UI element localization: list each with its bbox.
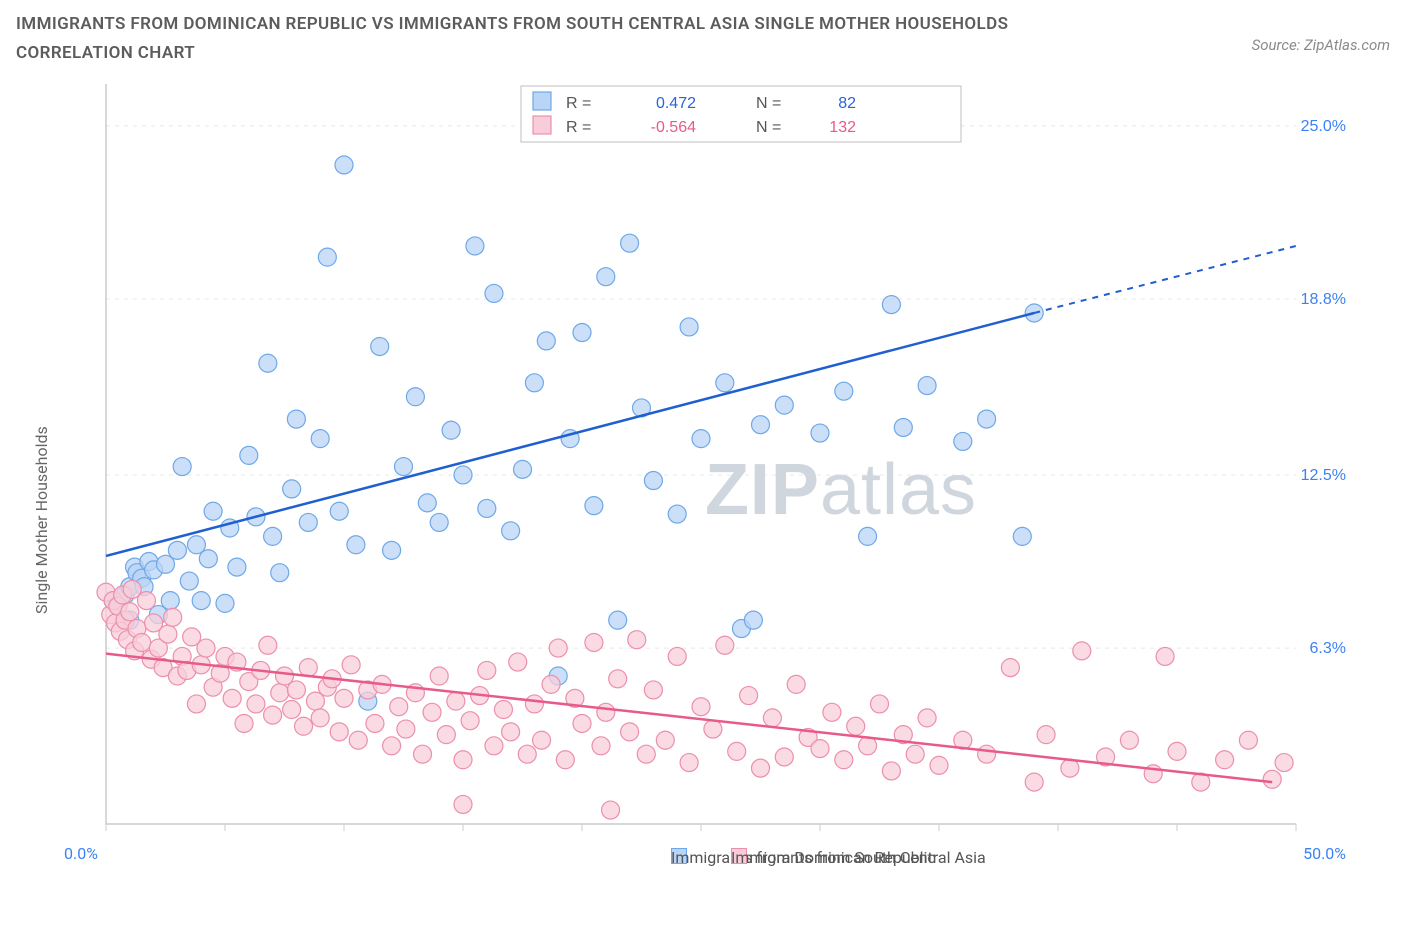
source-prefix: Source: bbox=[1252, 36, 1304, 54]
x-tick-max: 50.0% bbox=[1303, 844, 1346, 863]
x-tick-min: 0.0% bbox=[64, 844, 98, 863]
watermark: ZIPatlas bbox=[705, 450, 977, 530]
svg-text:R =: R = bbox=[566, 95, 591, 112]
svg-text:N =: N = bbox=[756, 119, 781, 136]
scatter-chart: ZIPatlas 6.3% 12.5% 18.8% 25.0% R = 0.472 N = 82… bbox=[46, 74, 1356, 844]
svg-text:6.3%: 6.3% bbox=[1310, 640, 1346, 657]
svg-text:R =: R = bbox=[566, 119, 591, 136]
svg-text:-0.564: -0.564 bbox=[651, 119, 696, 136]
y-axis-label: Single Mother Households bbox=[32, 426, 51, 614]
svg-text:82: 82 bbox=[838, 95, 856, 112]
svg-text:25.0%: 25.0% bbox=[1301, 118, 1346, 135]
svg-text:N =: N = bbox=[756, 95, 781, 112]
svg-text:12.5%: 12.5% bbox=[1301, 467, 1346, 484]
title-line2: CORRELATION CHART bbox=[16, 43, 195, 63]
svg-text:18.8%: 18.8% bbox=[1301, 291, 1346, 308]
legend-label-b: Immigrants from South Central Asia bbox=[731, 848, 986, 867]
source-attribution: Source: ZipAtlas.com bbox=[1252, 36, 1390, 54]
chart-title: IMMIGRANTS FROM DOMINICAN REPUBLIC VS IM… bbox=[16, 10, 1008, 68]
source-name: ZipAtlas.com bbox=[1304, 36, 1390, 54]
svg-text:132: 132 bbox=[829, 119, 856, 136]
svg-text:0.472: 0.472 bbox=[656, 95, 696, 112]
title-line1: IMMIGRANTS FROM DOMINICAN REPUBLIC VS IM… bbox=[16, 14, 1008, 34]
